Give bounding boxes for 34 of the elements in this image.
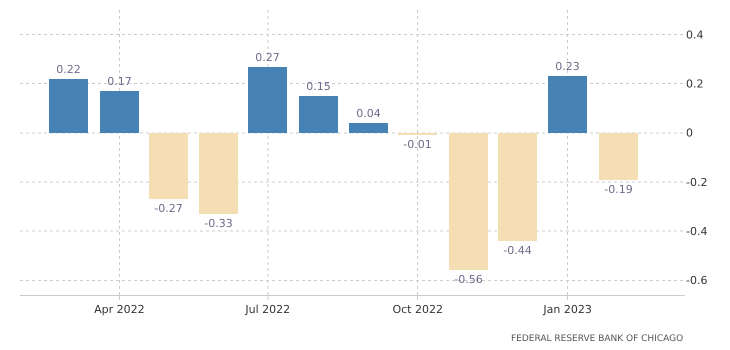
data-label: 0.17 xyxy=(107,75,132,88)
bar xyxy=(49,79,88,133)
data-label: 0.22 xyxy=(56,63,81,76)
x-tick-label: Jul 2022 xyxy=(244,303,290,316)
bar xyxy=(149,133,188,199)
y-tick-label: -0.4 xyxy=(686,224,708,238)
data-label: -0.44 xyxy=(503,244,532,257)
data-label: 0.23 xyxy=(555,60,580,73)
bar xyxy=(498,133,537,241)
bar xyxy=(199,133,238,214)
data-label: 0.27 xyxy=(255,51,280,64)
bar xyxy=(299,96,338,133)
bar xyxy=(349,123,388,133)
x-tick-label: Oct 2022 xyxy=(392,303,443,316)
x-tick-label: Apr 2022 xyxy=(94,303,145,316)
data-label: 0.04 xyxy=(356,107,381,120)
bar xyxy=(449,133,488,270)
bar xyxy=(548,76,587,133)
x-tick-label: Jan 2023 xyxy=(542,303,592,316)
y-tick-label: -0.6 xyxy=(686,274,708,288)
data-label: -0.27 xyxy=(154,202,183,215)
bar xyxy=(100,91,139,133)
y-tick-label: 0.4 xyxy=(686,28,704,42)
text: FEDERAL RESERVE BANK OF CHICAGO xyxy=(511,334,684,344)
bar xyxy=(248,67,287,133)
data-label: 0.15 xyxy=(306,80,331,93)
data-label: -0.19 xyxy=(604,183,633,196)
data-label: -0.01 xyxy=(403,138,432,151)
y-tick-label: 0.2 xyxy=(686,78,704,91)
bar xyxy=(599,133,638,180)
y-tick-label: 0 xyxy=(686,126,693,140)
data-label: -0.56 xyxy=(454,273,483,286)
data-label: -0.33 xyxy=(204,217,233,230)
y-tick-label: -0.2 xyxy=(686,176,708,189)
